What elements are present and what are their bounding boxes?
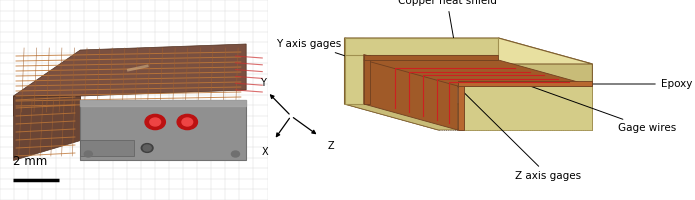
Polygon shape xyxy=(363,54,458,130)
Polygon shape xyxy=(80,140,133,156)
Polygon shape xyxy=(363,60,592,86)
Text: Gage wires: Gage wires xyxy=(497,74,676,133)
Text: Copper heat shield: Copper heat shield xyxy=(398,0,496,46)
Polygon shape xyxy=(363,54,498,60)
Text: X: X xyxy=(262,147,269,157)
Circle shape xyxy=(84,151,92,157)
Text: Epoxy: Epoxy xyxy=(550,79,692,89)
Text: Y axis gages: Y axis gages xyxy=(276,39,391,72)
Polygon shape xyxy=(13,96,80,160)
Text: 2 mm: 2 mm xyxy=(13,155,48,168)
Text: Y: Y xyxy=(261,78,266,88)
Polygon shape xyxy=(345,38,439,130)
Polygon shape xyxy=(80,100,246,160)
Polygon shape xyxy=(345,38,363,104)
Polygon shape xyxy=(458,80,464,130)
Polygon shape xyxy=(345,38,498,54)
Polygon shape xyxy=(458,80,592,86)
Circle shape xyxy=(143,145,152,151)
Circle shape xyxy=(182,118,193,126)
Polygon shape xyxy=(345,38,592,64)
Text: Z axis gages: Z axis gages xyxy=(434,63,582,181)
Circle shape xyxy=(177,114,197,130)
Polygon shape xyxy=(464,86,592,130)
Circle shape xyxy=(231,151,240,157)
Circle shape xyxy=(141,144,153,152)
Polygon shape xyxy=(498,38,592,130)
Polygon shape xyxy=(345,104,592,130)
Circle shape xyxy=(145,114,165,130)
Text: Z: Z xyxy=(327,141,334,151)
Polygon shape xyxy=(370,104,592,130)
Circle shape xyxy=(150,118,161,126)
Polygon shape xyxy=(363,54,370,104)
Polygon shape xyxy=(13,44,246,116)
